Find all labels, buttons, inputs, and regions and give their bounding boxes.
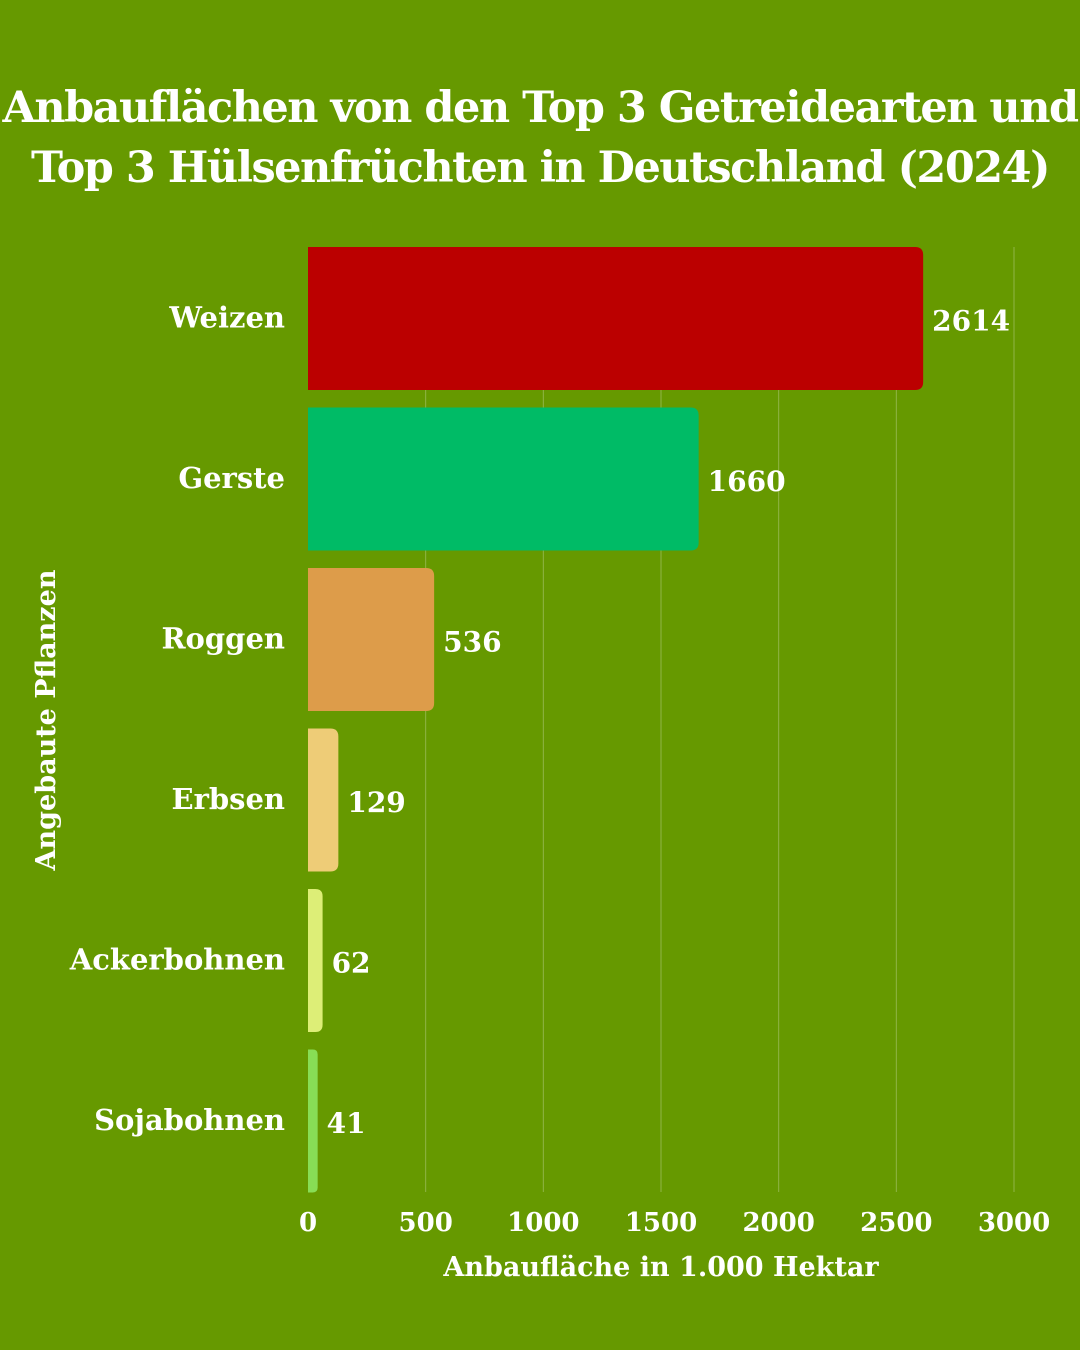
y-tick-label: Weizen (168, 301, 285, 335)
x-axis-label: Anbaufläche in 1.000 Hektar (442, 1252, 879, 1283)
bar-roggen (308, 568, 435, 711)
x-tick-label: 1000 (507, 1208, 579, 1238)
y-tick-label: Roggen (161, 622, 285, 656)
x-tick-label: 0 (299, 1208, 317, 1238)
x-tick-label: 2000 (742, 1208, 814, 1238)
data-label: 1660 (708, 465, 786, 498)
bar-weizen (308, 247, 924, 390)
data-label: 62 (332, 947, 371, 980)
data-label: 536 (443, 626, 501, 659)
data-label: 2614 (932, 305, 1010, 338)
x-tick-label: 500 (399, 1208, 453, 1238)
x-tick-label: 3000 (978, 1208, 1050, 1238)
x-tick-label: 1500 (625, 1208, 697, 1238)
y-tick-label: Ackerbohnen (69, 943, 285, 977)
chart-title: Anbauflächen von den Top 3 Getreidearten… (0, 78, 1080, 198)
y-tick-label: Sojabohnen (94, 1103, 285, 1137)
y-tick-label: Erbsen (171, 782, 285, 816)
bar-erbsen (308, 728, 339, 872)
bar-gerste (308, 407, 699, 551)
bar-ackerbohnen (308, 889, 323, 1032)
chart-title-line-1: Anbauflächen von den Top 3 Getreidearten… (2, 83, 1079, 133)
data-label: 129 (347, 786, 405, 819)
chart-title-line-2: Top 3 Hülsenfrüchten in Deutschland (202… (31, 143, 1050, 193)
y-tick-label: Gerste (178, 461, 285, 495)
data-label: 41 (327, 1107, 366, 1140)
bar-sojabohnen (308, 1049, 318, 1193)
x-tick-label: 2500 (860, 1208, 932, 1238)
y-axis-label: Angebaute Pflanzen (31, 569, 62, 871)
